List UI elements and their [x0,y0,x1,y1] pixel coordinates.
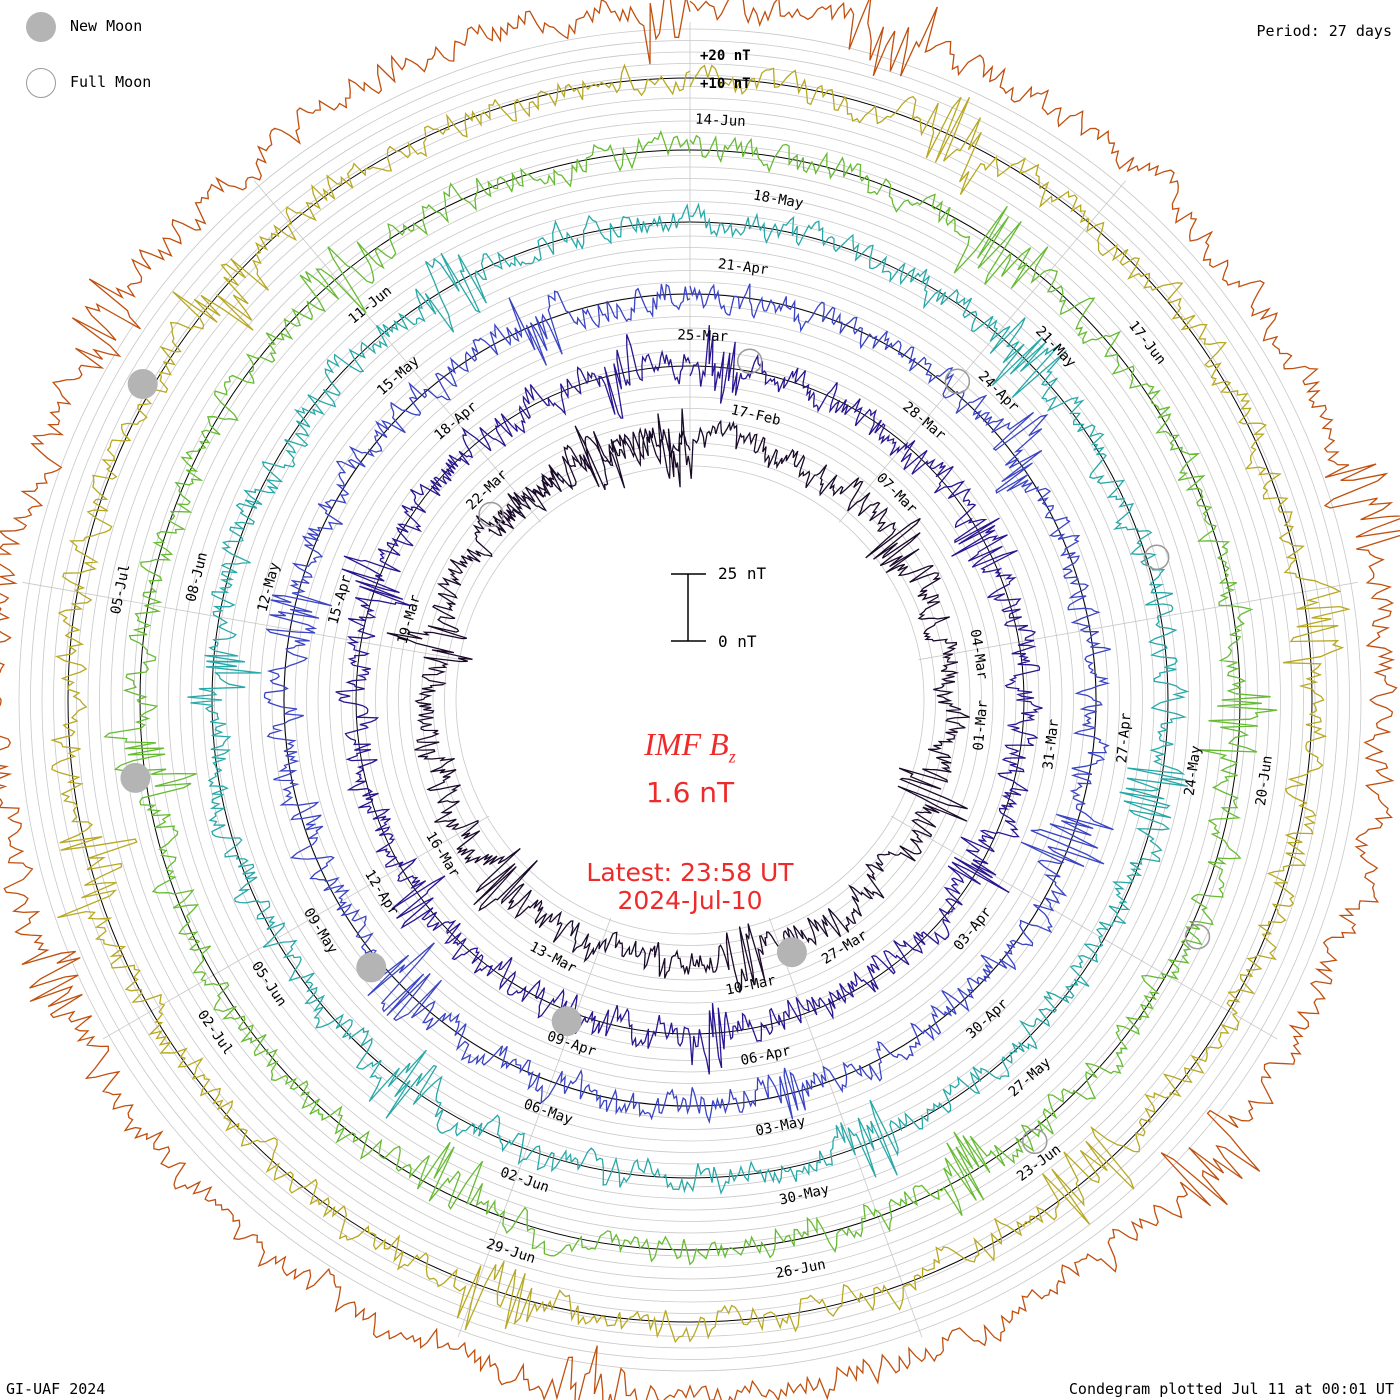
radial-spoke [22,581,462,661]
latest-date: 2024-Jul-10 [617,886,763,915]
date-label: 20-Jun [1253,755,1276,807]
full-moon-marker [1184,923,1211,950]
series-line-0 [386,408,970,994]
new-moon-marker [551,1006,582,1037]
date-label: 15-May [374,353,422,399]
ring-label-plus10: +10 nT [700,76,751,92]
date-label: 24-May [1182,745,1205,797]
legend-full-moon-label: Full Moon [70,73,152,91]
series-line-4 [103,129,1278,1266]
date-label: 01-Mar [971,700,991,752]
date-label: 27-Apr [1114,712,1134,764]
credit-label: GI-UAF 2024 [6,1380,106,1398]
radial-spoke [102,815,490,1040]
grid-ring [375,385,1005,1015]
date-label: 02-Jun [498,1165,551,1197]
date-label: 21-Apr [717,256,769,278]
full-moon-marker [736,348,763,374]
moon-markers [120,348,1211,1155]
new-moon-marker [120,762,151,793]
series-line-2 [263,283,1114,1125]
scale-bar [671,573,706,642]
full-moon-marker [1143,544,1170,571]
date-label: 30-Apr [963,996,1011,1042]
date-label: 31-Mar [1040,718,1062,770]
date-label: 24-Apr [975,368,1022,415]
new-moon-marker [776,937,807,968]
date-label: 06-Apr [739,1043,792,1069]
radial-spoke [768,917,923,1338]
ring-label-plus20: +20 nT [700,48,751,64]
radial-spoke [253,180,542,523]
period-label: Period: 27 days [1256,22,1392,40]
date-label: 18-May [752,187,805,212]
zero-baselines [67,77,1313,1323]
radial-spoke [890,815,1278,1040]
date-label: 28-Mar [899,399,948,444]
new-moon-marker [356,952,387,983]
date-label: 12-May [255,561,284,614]
new-moon-icon [26,12,56,42]
date-label: 27-May [1006,1055,1054,1101]
date-label: 05-Jul [108,563,133,616]
date-label: 25-Mar [677,327,728,345]
latest-value: 1.6 nT [645,776,735,809]
scale-bar-top-label: 25 nT [718,564,767,583]
date-label: 03-May [754,1113,807,1139]
plotted-timestamp: Condegram plotted Jul 11 at 00:01 UT [1068,1380,1394,1398]
full-moon-marker [1022,1128,1048,1155]
date-label: 26-Jun [774,1257,827,1282]
date-label: 14-Jun [695,111,746,130]
legend-new-moon-label: New Moon [70,17,143,35]
series-line-1 [335,325,1043,1075]
radial-spokes [22,22,1358,1338]
full-moon-marker [944,368,971,395]
zero-baseline [67,77,1313,1323]
scale-bar-bottom-label: 0 nT [718,632,757,651]
full-moon-marker [478,501,504,528]
zero-baseline [139,149,1241,1251]
full-moon-icon [26,68,56,98]
date-label: 04-Mar [967,628,991,680]
latest-time: Latest: 23:58 UT [586,858,794,887]
series-line-3 [187,202,1190,1195]
radial-spoke [457,917,612,1338]
new-moon-marker [127,369,158,399]
parameter-name: IMF Bz [644,726,736,767]
radial-spoke [838,180,1127,523]
radial-spoke [918,581,1358,661]
